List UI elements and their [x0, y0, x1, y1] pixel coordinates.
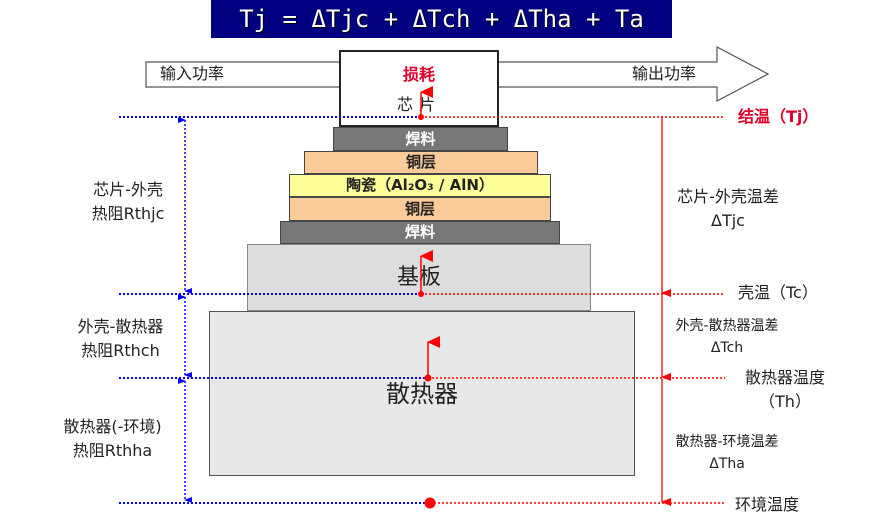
rthha-label: 散热器(-环境) 热阻Rthha — [40, 415, 185, 463]
tc-point — [418, 291, 424, 297]
blue-dotted-lines — [119, 116, 430, 504]
baseplate-layer — [247, 244, 591, 311]
red-dotted-lines — [421, 116, 725, 504]
copper-bottom-layer: 铜层 — [289, 197, 551, 221]
output-power-label: 输出功率 — [632, 64, 697, 83]
rthjc-line1: 芯片-外壳 — [93, 180, 163, 199]
th-line1: 散热器温度 — [744, 368, 825, 387]
formula-banner: Tj = ΔTjc + ΔTch + ΔTha + Ta — [211, 0, 672, 38]
tj-label: 结温（Tj） — [738, 107, 819, 126]
copper-top-layer: 铜层 — [304, 151, 538, 174]
rthha-line1: 散热器(-环境) — [63, 417, 162, 436]
rthha-line2: 热阻Rthha — [72, 441, 153, 460]
rthch-line1: 外壳-散热器 — [77, 317, 164, 336]
rthch-label: 外壳-散热器 热阻Rthch — [58, 315, 183, 363]
th-label: 散热器温度 （Th） — [730, 366, 840, 414]
heatsink-label: 散热器 — [386, 380, 458, 408]
loss-label: 损耗 — [402, 65, 435, 84]
temperature-points — [418, 114, 436, 509]
dch-line1: 外壳-散热器温差 — [675, 318, 779, 334]
rthjc-label: 芯片-外壳热阻Rthjc — [68, 178, 188, 226]
baseplate-label: 基板 — [396, 265, 441, 290]
tc-label: 壳温（Tc） — [738, 283, 818, 302]
dha-line1: 散热器-环境温差 — [675, 434, 779, 450]
tj-point — [418, 114, 424, 120]
heatsink-layer — [209, 311, 635, 476]
input-power-label: 输入功率 — [160, 64, 225, 83]
ta-point — [424, 497, 436, 509]
ceramic-layer: 陶瓷（Al₂O₃ / AlN） — [289, 174, 551, 197]
dch-label: 外壳-散热器温差 ΔTch — [672, 315, 782, 359]
dha-label: 散热器-环境温差 ΔTha — [672, 431, 782, 475]
rthch-line2: 热阻Rthch — [81, 341, 160, 360]
th-line2: （Th） — [759, 392, 811, 411]
solder-bottom-layer: 焊料 — [280, 221, 560, 244]
djc-line1: 芯片-外壳温差 — [677, 187, 779, 206]
heat-flow-arrows — [420, 86, 440, 378]
dch-line2: ΔTch — [710, 340, 744, 356]
chip-box — [339, 50, 499, 127]
dha-line2: ΔTha — [709, 456, 745, 472]
djc-line2: ΔTjc — [711, 211, 745, 230]
solder-top-layer: 焊料 — [333, 127, 508, 151]
chip-label: 芯片 — [396, 95, 441, 114]
ta-label: 环境温度 — [735, 495, 800, 514]
rthjc-line2: 热阻Rthjc — [91, 204, 165, 223]
th-point — [424, 374, 432, 382]
djc-label: 芯片-外壳温差 ΔTjc — [668, 185, 788, 233]
